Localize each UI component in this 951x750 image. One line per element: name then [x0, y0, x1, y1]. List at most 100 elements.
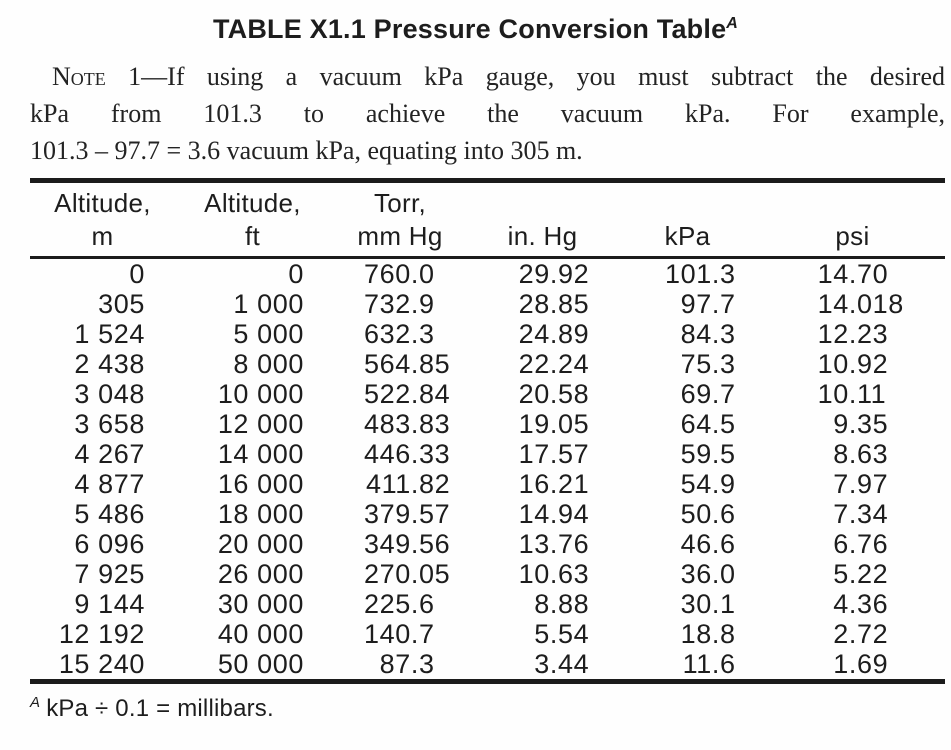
table-row: 7 925 26 000 270.05 10.63 36.0 5.22	[30, 559, 945, 589]
cell-in-hg: 19.05	[518, 409, 590, 439]
cell-kpa: 11.6	[682, 649, 736, 679]
table-row: 0 0 760.0 29.92 101.3 14.70	[30, 258, 945, 289]
cell-in-hg: 13.76	[518, 529, 590, 559]
cell-torr-mm-hg: 225.6	[364, 589, 435, 619]
table-row: 6 096 20 000 349.56 13.76 46.6 6.76	[30, 529, 945, 559]
column-header-altitude-m: Altitude, m	[30, 180, 175, 259]
note-line-2: kPa from 101.3 to achieve the vacuum kPa…	[30, 99, 945, 128]
pressure-conversion-table: Altitude, m Altitude, ft Torr, mm Hg in.…	[30, 178, 945, 684]
cell-altitude-m: 4 877	[74, 469, 145, 499]
table-row: 4 267 14 000 446.33 17.57 59.5 8.63	[30, 439, 945, 469]
column-header-line2: ft	[244, 221, 261, 251]
cell-kpa: 59.5	[680, 439, 736, 469]
cell-torr-mm-hg: 379.57	[364, 499, 451, 529]
cell-psi: 7.97	[833, 469, 889, 499]
cell-altitude-m: 15 240	[58, 649, 145, 679]
column-header-psi: psi	[760, 180, 945, 259]
column-header-line1: Altitude,	[54, 188, 151, 218]
cell-torr-mm-hg: 564.85	[364, 349, 451, 379]
cell-in-hg: 17.57	[518, 439, 590, 469]
table-row: 15 240 50 000 87.3 3.44 11.6 1.69	[30, 649, 945, 682]
cell-altitude-m: 4 267	[74, 439, 145, 469]
column-header-line1	[470, 187, 615, 220]
cell-torr-mm-hg: 522.84	[364, 379, 451, 409]
cell-in-hg: 16.21	[518, 469, 590, 499]
cell-kpa: 46.6	[680, 529, 736, 559]
cell-in-hg: 20.58	[518, 379, 590, 409]
cell-altitude-ft: 30 000	[217, 589, 304, 619]
column-header-line1: Torr,	[373, 188, 427, 218]
cell-torr-mm-hg: 483.83	[364, 409, 451, 439]
cell-altitude-m: 3 048	[74, 379, 145, 409]
cell-altitude-ft: 16 000	[217, 469, 304, 499]
table-row: 5 486 18 000 379.57 14.94 50.6 7.34	[30, 499, 945, 529]
cell-psi: 4.36	[833, 589, 889, 619]
cell-kpa: 101.3	[665, 259, 736, 289]
footnote-marker: A	[30, 694, 41, 711]
table-row: 9 144 30 000 225.6 8.88 30.1 4.36	[30, 589, 945, 619]
column-header-line2: mm Hg	[357, 221, 443, 251]
table-row: 4 877 16 000 411.82 16.21 54.9 7.97	[30, 469, 945, 499]
column-header-line1: Altitude,	[204, 188, 301, 218]
cell-torr-mm-hg: 87.3	[379, 649, 435, 679]
column-header-line2: m	[91, 221, 114, 251]
cell-altitude-ft: 14 000	[217, 439, 304, 469]
cell-altitude-ft: 12 000	[217, 409, 304, 439]
cell-altitude-ft: 18 000	[217, 499, 304, 529]
table-row: 305 1 000 732.9 28.85 97.7 14.018	[30, 289, 945, 319]
cell-altitude-ft: 50 000	[217, 649, 304, 679]
cell-altitude-ft: 8 000	[233, 349, 304, 379]
cell-psi: 14.018	[817, 289, 904, 319]
cell-in-hg: 24.89	[518, 319, 590, 349]
cell-psi: 8.63	[833, 439, 889, 469]
cell-altitude-m: 305	[98, 289, 145, 319]
cell-in-hg: 22.24	[518, 349, 590, 379]
column-header-in-hg: in. Hg	[470, 180, 615, 259]
cell-altitude-ft: 40 000	[217, 619, 304, 649]
cell-psi: 10.11	[817, 379, 887, 409]
footnote-text: kPa ÷ 0.1 = millibars.	[46, 695, 274, 722]
cell-torr-mm-hg: 732.9	[364, 289, 435, 319]
cell-in-hg: 28.85	[518, 289, 590, 319]
table-body: 0 0 760.0 29.92 101.3 14.70 305 1 000 732.9 28.85…	[30, 258, 945, 682]
column-header-altitude-ft: Altitude, ft	[175, 180, 330, 259]
cell-kpa: 64.5	[680, 409, 736, 439]
column-header-kpa: kPa	[615, 180, 760, 259]
cell-torr-mm-hg: 270.05	[364, 559, 451, 589]
cell-torr-mm-hg: 140.7	[364, 619, 435, 649]
cell-torr-mm-hg: 349.56	[364, 529, 451, 559]
cell-altitude-m: 5 486	[74, 499, 145, 529]
cell-psi: 2.72	[833, 619, 889, 649]
cell-psi: 14.70	[817, 259, 889, 289]
column-header-line2: psi	[835, 221, 870, 251]
table-row: 1 524 5 000 632.3 24.89 84.3 12.23	[30, 319, 945, 349]
cell-psi: 12.23	[817, 319, 889, 349]
cell-altitude-ft: 20 000	[217, 529, 304, 559]
cell-psi: 6.76	[833, 529, 889, 559]
cell-kpa: 84.3	[680, 319, 736, 349]
cell-psi: 5.22	[833, 559, 889, 589]
cell-in-hg: 3.44	[534, 649, 590, 679]
column-header-line2: kPa	[664, 221, 711, 251]
table-header: Altitude, m Altitude, ft Torr, mm Hg in.…	[30, 180, 945, 259]
note-line-3: 101.3 – 97.7 = 3.6 vacuum kPa, equating …	[30, 136, 583, 165]
cell-in-hg: 29.92	[518, 259, 590, 289]
cell-psi: 1.69	[833, 649, 889, 679]
cell-torr-mm-hg: 632.3	[364, 319, 435, 349]
table-header-row: Altitude, m Altitude, ft Torr, mm Hg in.…	[30, 180, 945, 259]
cell-torr-mm-hg: 760.0	[364, 259, 435, 289]
cell-altitude-ft: 1 000	[233, 289, 304, 319]
cell-altitude-m: 3 658	[74, 409, 145, 439]
cell-kpa: 97.7	[680, 289, 736, 319]
column-header-line1	[760, 187, 945, 220]
cell-torr-mm-hg: 446.33	[364, 439, 451, 469]
cell-kpa: 54.9	[680, 469, 736, 499]
cell-altitude-m: 0	[129, 259, 145, 289]
cell-altitude-m: 7 925	[74, 559, 145, 589]
note-label: Note 1	[52, 62, 142, 91]
cell-kpa: 30.1	[680, 589, 736, 619]
cell-in-hg: 10.63	[518, 559, 590, 589]
cell-altitude-m: 6 096	[74, 529, 145, 559]
cell-altitude-ft: 10 000	[217, 379, 304, 409]
